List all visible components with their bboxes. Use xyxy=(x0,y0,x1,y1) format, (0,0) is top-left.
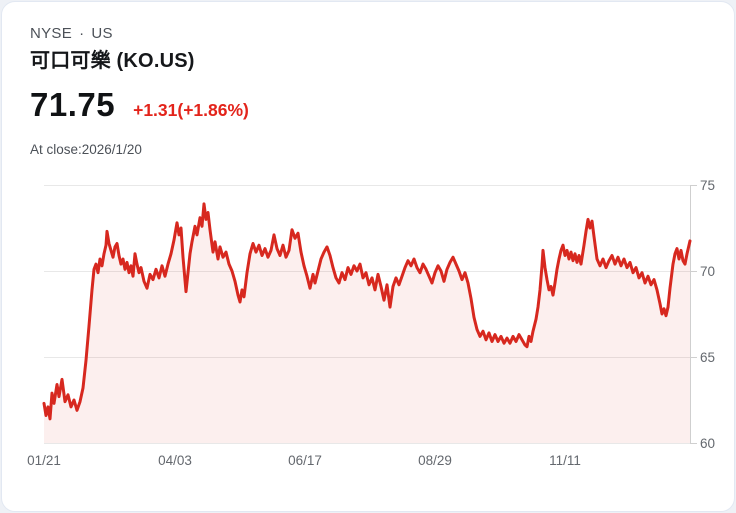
price-area-fill xyxy=(44,203,690,443)
price-change: +1.31(+1.86%) xyxy=(133,100,249,120)
stock-title: 可口可樂 (KO.US) xyxy=(30,50,195,72)
separator-dot: · xyxy=(79,25,85,42)
region-label: US xyxy=(91,25,113,42)
price-row: 71.75 +1.31(+1.86%) xyxy=(30,86,249,124)
last-price: 71.75 xyxy=(30,86,116,123)
exchange-name: NYSE xyxy=(30,25,73,42)
as-of-label: At close:2026/1/20 xyxy=(30,142,142,157)
exchange-info: NYSE · US xyxy=(30,25,113,42)
price-line xyxy=(42,202,692,421)
